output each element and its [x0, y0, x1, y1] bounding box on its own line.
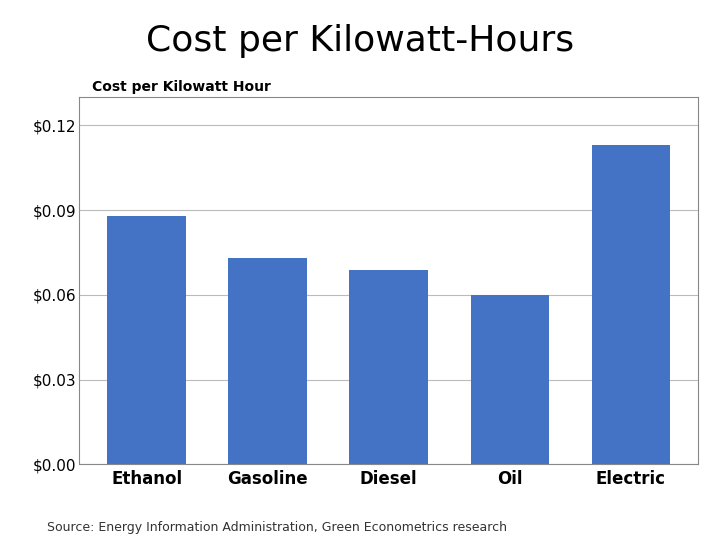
Bar [470, 295, 549, 464]
Text: Cost per Kilowatt-Hours: Cost per Kilowatt-Hours [146, 24, 574, 58]
Text: Cost per Kilowatt Hour: Cost per Kilowatt Hour [91, 79, 271, 93]
Bar [349, 269, 428, 464]
Bar [107, 216, 186, 464]
Text: Source: Energy Information Administration, Green Econometrics research: Source: Energy Information Administratio… [47, 521, 507, 534]
Bar [228, 258, 307, 464]
Bar [592, 145, 670, 464]
